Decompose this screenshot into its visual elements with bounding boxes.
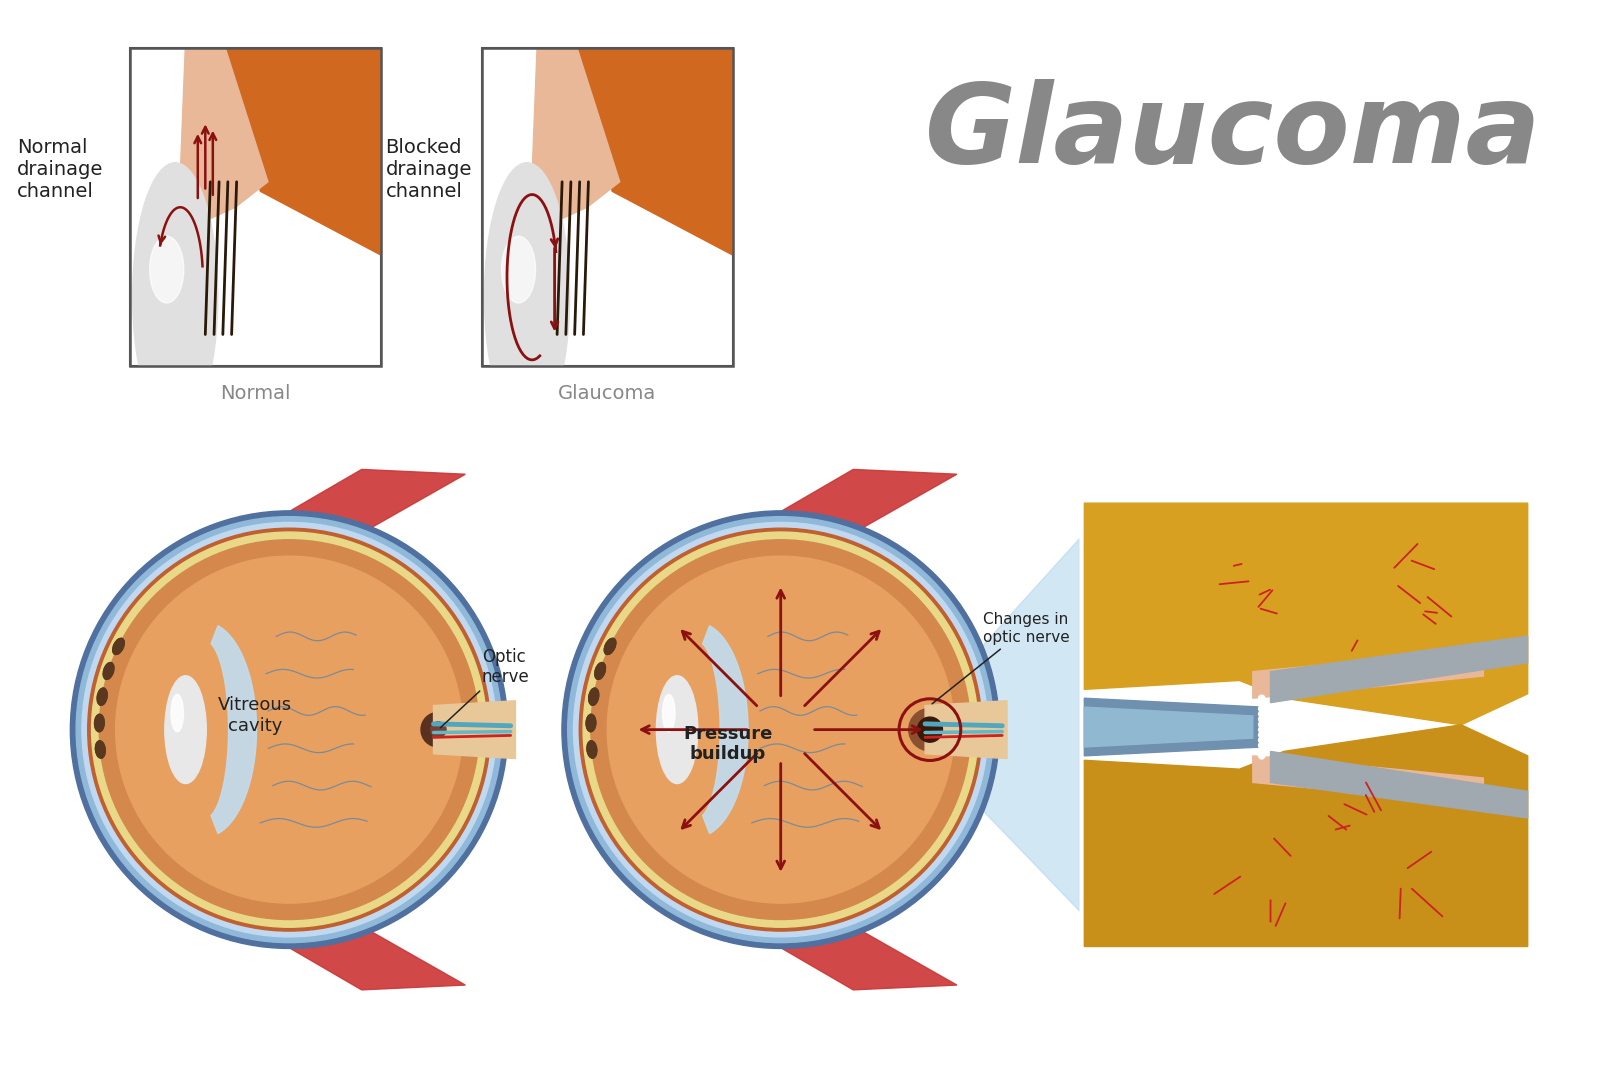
Circle shape: [1259, 716, 1264, 722]
Polygon shape: [278, 933, 466, 990]
Circle shape: [1259, 700, 1264, 706]
Polygon shape: [544, 48, 733, 223]
Circle shape: [430, 722, 446, 737]
Ellipse shape: [98, 688, 107, 705]
Ellipse shape: [605, 638, 616, 654]
Polygon shape: [434, 701, 515, 759]
Polygon shape: [1085, 707, 1253, 747]
Circle shape: [1259, 705, 1264, 712]
Ellipse shape: [112, 638, 125, 654]
Polygon shape: [533, 48, 619, 223]
FancyBboxPatch shape: [130, 48, 381, 366]
Polygon shape: [770, 933, 957, 990]
Ellipse shape: [94, 714, 104, 732]
Ellipse shape: [586, 714, 595, 732]
Polygon shape: [211, 625, 256, 833]
Ellipse shape: [587, 740, 597, 759]
FancyBboxPatch shape: [1080, 498, 1533, 952]
Circle shape: [1259, 748, 1264, 753]
Ellipse shape: [656, 675, 698, 783]
FancyBboxPatch shape: [482, 48, 733, 366]
Circle shape: [1259, 711, 1264, 717]
Circle shape: [1259, 721, 1264, 728]
Polygon shape: [934, 539, 1080, 911]
Text: Glaucoma: Glaucoma: [558, 384, 656, 402]
Polygon shape: [278, 469, 466, 527]
Ellipse shape: [98, 688, 107, 705]
Ellipse shape: [485, 162, 570, 430]
Polygon shape: [1270, 636, 1528, 703]
Polygon shape: [1085, 698, 1262, 755]
Ellipse shape: [104, 663, 114, 680]
Ellipse shape: [165, 675, 206, 783]
Circle shape: [917, 717, 942, 743]
Circle shape: [590, 540, 971, 920]
Text: Pressure
buildup: Pressure buildup: [683, 724, 773, 764]
Polygon shape: [232, 0, 405, 12]
Ellipse shape: [94, 714, 104, 732]
Text: Glaucoma: Glaucoma: [925, 79, 1542, 186]
Circle shape: [1259, 732, 1264, 738]
Ellipse shape: [96, 740, 106, 759]
Polygon shape: [226, 48, 381, 255]
Polygon shape: [181, 48, 267, 223]
Polygon shape: [1270, 751, 1528, 818]
Ellipse shape: [171, 695, 184, 732]
Circle shape: [1259, 743, 1264, 748]
Circle shape: [77, 516, 502, 942]
Polygon shape: [702, 625, 749, 833]
Ellipse shape: [96, 740, 106, 759]
Circle shape: [579, 528, 982, 931]
Ellipse shape: [605, 638, 616, 654]
Ellipse shape: [586, 714, 595, 732]
Circle shape: [1259, 737, 1264, 744]
Polygon shape: [1085, 504, 1528, 724]
Text: Normal
drainage
channel: Normal drainage channel: [18, 138, 104, 201]
Text: Optic
nerve: Optic nerve: [440, 648, 530, 728]
Polygon shape: [770, 469, 957, 527]
Ellipse shape: [589, 688, 598, 705]
Text: Blocked
drainage
channel: Blocked drainage channel: [386, 138, 472, 201]
Circle shape: [608, 556, 954, 903]
Text: Changes in
optic nerve: Changes in optic nerve: [933, 612, 1070, 704]
Ellipse shape: [589, 688, 598, 705]
Circle shape: [1259, 695, 1264, 701]
Circle shape: [1259, 727, 1264, 733]
Circle shape: [88, 528, 491, 931]
Circle shape: [909, 708, 950, 751]
Ellipse shape: [104, 663, 114, 680]
Polygon shape: [1085, 724, 1528, 946]
Ellipse shape: [595, 663, 605, 680]
Ellipse shape: [595, 663, 605, 680]
Circle shape: [99, 540, 478, 920]
Polygon shape: [584, 0, 757, 12]
Circle shape: [582, 532, 978, 927]
Circle shape: [91, 532, 486, 927]
Circle shape: [562, 511, 1000, 949]
Text: Vitreous
cavity: Vitreous cavity: [218, 696, 293, 734]
Polygon shape: [1253, 654, 1483, 698]
Ellipse shape: [501, 236, 536, 303]
Polygon shape: [1253, 755, 1483, 800]
Circle shape: [70, 511, 507, 949]
Circle shape: [82, 523, 496, 937]
Circle shape: [1259, 753, 1264, 759]
Polygon shape: [578, 48, 733, 255]
Circle shape: [115, 556, 462, 903]
Circle shape: [573, 523, 987, 937]
Text: Normal: Normal: [221, 384, 291, 402]
Ellipse shape: [133, 162, 218, 430]
Ellipse shape: [662, 695, 675, 732]
Circle shape: [421, 713, 456, 747]
Polygon shape: [192, 48, 381, 223]
Ellipse shape: [112, 638, 125, 654]
Ellipse shape: [150, 236, 184, 303]
Ellipse shape: [587, 740, 597, 759]
Polygon shape: [925, 701, 1006, 759]
Circle shape: [568, 516, 994, 942]
